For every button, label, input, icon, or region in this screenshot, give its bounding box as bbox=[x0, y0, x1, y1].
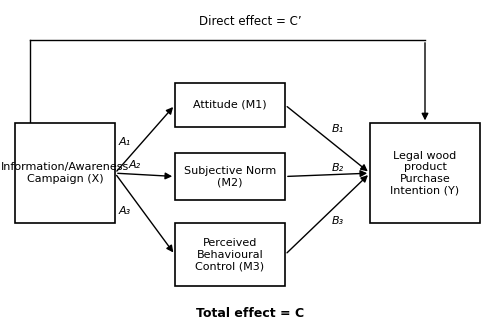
Text: Subjective Norm
(M2): Subjective Norm (M2) bbox=[184, 166, 276, 187]
Text: Information/Awareness
Campaign (X): Information/Awareness Campaign (X) bbox=[1, 163, 129, 184]
FancyBboxPatch shape bbox=[370, 123, 480, 223]
FancyBboxPatch shape bbox=[175, 153, 285, 200]
Text: Perceived
Behavioural
Control (M3): Perceived Behavioural Control (M3) bbox=[196, 238, 264, 271]
Text: A₃: A₃ bbox=[119, 205, 131, 216]
FancyBboxPatch shape bbox=[175, 223, 285, 286]
Text: A₁: A₁ bbox=[119, 137, 131, 148]
Text: B₂: B₂ bbox=[332, 163, 344, 173]
Text: B₁: B₁ bbox=[332, 124, 344, 134]
Text: Attitude (M1): Attitude (M1) bbox=[193, 100, 267, 110]
Text: A₂: A₂ bbox=[129, 160, 141, 170]
FancyBboxPatch shape bbox=[175, 83, 285, 127]
Text: Legal wood
product
Purchase
Intention (Y): Legal wood product Purchase Intention (Y… bbox=[390, 151, 460, 195]
FancyBboxPatch shape bbox=[15, 123, 115, 223]
Text: Total effect = C: Total effect = C bbox=[196, 307, 304, 320]
Text: Direct effect = C’: Direct effect = C’ bbox=[198, 15, 302, 28]
Text: B₃: B₃ bbox=[332, 215, 344, 226]
